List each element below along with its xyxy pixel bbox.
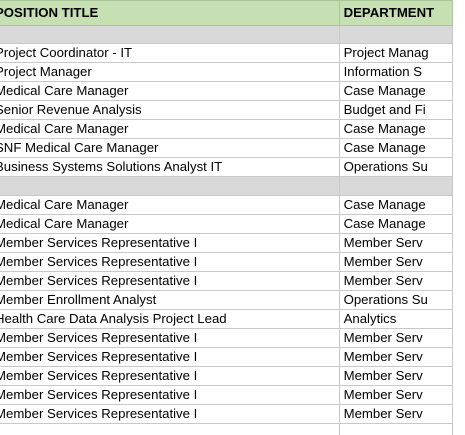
spreadsheet-grid: POSITION TITLE DEPARTMENT Project Coordi… [0,0,454,435]
department-cell[interactable]: Member Serv [338,232,454,253]
table-row: Business Systems Solutions Analyst IT Ope… [0,157,454,178]
table-row: Member Services Representative I Member S… [0,365,454,386]
table-row: Member Services Representative I Member S… [0,346,454,367]
grid-body: POSITION TITLE DEPARTMENT Project Coordi… [0,0,454,435]
position-title-cell[interactable]: Senior Revenue Analysis [0,100,340,121]
position-title-cell[interactable]: Medical Care Manager [0,81,340,102]
position-title-cell[interactable]: Medical Care Manager [0,119,340,140]
table-row: Senior Revenue Analysis Budget and Fi [0,100,454,121]
position-title-cell[interactable]: Member Services Representative I [0,270,340,291]
department-cell[interactable]: Member Serv [338,384,454,405]
department-cell[interactable]: Member Serv [338,346,454,367]
department-cell[interactable]: Case Manage [338,194,454,215]
department-cell[interactable] [338,422,454,435]
position-title-cell[interactable]: Medical Care Manager [0,213,340,234]
table-row: Medical Care Manager Case Manage [0,81,454,102]
position-title-cell[interactable]: Member Services Representative I [0,232,340,253]
department-cell[interactable]: Member Serv [338,327,454,348]
department-cell[interactable]: Operations Su [338,289,454,310]
department-cell[interactable]: Case Manage [338,119,454,140]
department-cell[interactable]: Member Serv [338,365,454,386]
position-title-cell[interactable] [0,176,340,196]
header-cell-position-title[interactable]: POSITION TITLE [0,0,340,26]
table-row: Project Coordinator - IT Project Manag [0,43,454,64]
table-row: Member Services Representative I Member S… [0,232,454,253]
position-title-cell[interactable]: Member Services Representative I [0,251,340,272]
header-cell-department[interactable]: DEPARTMENT [338,0,454,26]
table-row: Member Services Representative I Member S… [0,270,454,291]
table-row: Medical Care Manager Case Manage [0,194,454,215]
table-row [0,422,454,435]
position-title-cell[interactable]: Member Services Representative I [0,384,340,405]
header-row: POSITION TITLE DEPARTMENT [0,0,454,26]
position-title-cell[interactable]: Member Services Representative I [0,365,340,386]
department-cell[interactable]: Analytics [338,308,454,329]
position-title-cell[interactable]: Medical Care Manager [0,194,340,215]
table-row: SNF Medical Care Manager Case Manage [0,138,454,159]
table-row: Member Enrollment Analyst Operations Su [0,289,454,310]
table-row: Member Services Representative I Member S… [0,403,454,424]
department-cell[interactable]: Case Manage [338,213,454,234]
department-cell[interactable]: Budget and Fi [338,100,454,121]
department-cell[interactable]: Case Manage [338,81,454,102]
table-row: Medical Care Manager Case Manage [0,119,454,140]
department-cell[interactable]: Operations Su [338,157,454,178]
position-title-cell[interactable]: Member Services Representative I [0,403,340,424]
table-row: Health Care Data Analysis Project Lead An… [0,308,454,329]
position-title-cell[interactable]: Health Care Data Analysis Project Lead [0,308,340,329]
department-cell[interactable]: Project Manag [338,43,454,64]
table-row: Member Services Representative I Member S… [0,327,454,348]
table-row: Member Services Representative I Member S… [0,384,454,405]
position-title-cell[interactable]: Project Manager [0,62,340,83]
department-cell[interactable]: Information S [338,62,454,83]
department-cell[interactable]: Case Manage [338,138,454,159]
position-title-cell[interactable]: Member Services Representative I [0,327,340,348]
department-cell[interactable]: Member Serv [338,403,454,424]
position-title-cell[interactable]: SNF Medical Care Manager [0,138,340,159]
table-row: Member Services Representative I Member S… [0,251,454,272]
position-title-cell[interactable]: Member Enrollment Analyst [0,289,340,310]
table-row: Project Manager Information S [0,62,454,83]
position-title-cell[interactable]: Business Systems Solutions Analyst IT [0,157,340,178]
position-title-cell[interactable]: Project Coordinator - IT [0,43,340,64]
position-title-cell[interactable] [0,422,340,435]
table-row: Medical Care Manager Case Manage [0,213,454,234]
group-separator-row [0,24,454,45]
department-cell[interactable]: Member Serv [338,251,454,272]
position-title-cell[interactable]: Member Services Representative I [0,346,340,367]
department-cell[interactable] [338,176,454,196]
group-separator-row [0,176,454,196]
department-cell[interactable] [338,24,454,45]
department-cell[interactable]: Member Serv [338,270,454,291]
position-title-cell[interactable] [0,24,340,45]
